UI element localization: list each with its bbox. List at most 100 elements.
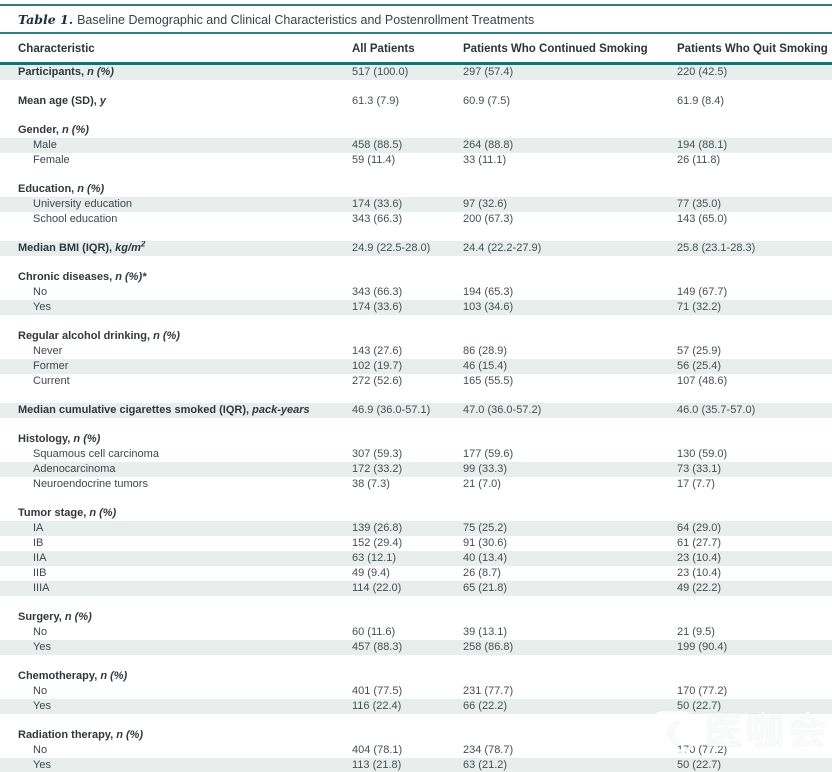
row-value: 24.4 (22.2-27.9): [463, 241, 542, 254]
row-value: [352, 610, 463, 625]
row-value: 194 (65.3): [463, 285, 514, 298]
table-row: No 404 (78.1) 234 (78.7) 170 (77.2): [0, 743, 832, 758]
table-row: Neuroendocrine tumors 38 (7.3) 21 (7.0) 17 …: [0, 477, 832, 492]
table-row: Adenocarcinoma 172 (33.2) 99 (33.3) 73 (33.…: [0, 461, 832, 477]
row-value: 77 (35.0): [677, 197, 722, 210]
row-value: 258 (86.8): [463, 640, 514, 653]
table-row: No 60 (11.6) 39 (13.1) 21 (9.5): [0, 625, 832, 640]
row-label: IB: [33, 536, 44, 549]
table-section: Regular alcohol drinking, n (%) Never 143 …: [0, 329, 832, 389]
table-row: Education, n (%): [0, 182, 832, 197]
row-label: Histology, n (%): [18, 432, 101, 445]
row-label: School education: [33, 212, 118, 225]
row-value: 75 (25.2): [463, 521, 508, 534]
row-value: [463, 728, 677, 743]
table-row: Yes 457 (88.3) 258 (86.8) 199 (90.4): [0, 639, 832, 655]
row-label: Mean age (SD), y: [18, 94, 107, 107]
row-value: 17 (7.7): [677, 477, 715, 490]
table-section: Tumor stage, n (%) IA 139 (26.8) 75 (25.2) 6…: [0, 506, 832, 596]
table-row: Former 102 (19.7) 46 (15.4) 56 (25.4): [0, 358, 832, 374]
row-value: 220 (42.5): [677, 65, 728, 78]
top-rule: [0, 4, 832, 6]
row-value: 97 (32.6): [463, 197, 508, 210]
table-section: Chronic diseases, n (%)* No 343 (66.3) 194 …: [0, 270, 832, 315]
table-1-page: Table 1. Baseline Demographic and Clinica…: [0, 4, 832, 772]
table-row: Yes 174 (33.6) 103 (34.6) 71 (32.2): [0, 299, 832, 315]
table-section: Median BMI (IQR), kg/m2 24.9 (22.5-28.0) 2…: [0, 240, 832, 256]
row-label: Chemotherapy, n (%): [18, 669, 128, 682]
row-label: Female: [33, 153, 70, 166]
row-value: 170 (77.2): [677, 684, 728, 697]
row-value: 56 (25.4): [677, 359, 722, 372]
row-value: 26 (8.7): [463, 566, 501, 579]
row-label: Male: [33, 138, 57, 151]
table-section: Gender, n (%) Male 458 (88.5) 264 (88.8) 194…: [0, 123, 832, 168]
row-value: 63 (21.2): [463, 758, 508, 771]
row-value: 50 (22.7): [677, 758, 722, 771]
row-label: Yes: [33, 300, 51, 313]
row-value: [352, 432, 463, 447]
row-value: [352, 123, 463, 138]
row-value: [352, 182, 463, 197]
table-title: Table 1. Baseline Demographic and Clinica…: [0, 6, 832, 32]
table-body: Participants, n (%) 517 (100.0) 297 (57.4)…: [0, 64, 832, 772]
row-label: Radiation therapy, n (%): [18, 728, 144, 741]
row-value: 60 (11.6): [352, 625, 396, 638]
row-value: [677, 270, 832, 285]
row-value: 24.9 (22.5-28.0): [352, 241, 431, 254]
table-row: School education 343 (66.3) 200 (67.3) 143 …: [0, 212, 832, 227]
table-title-text: Baseline Demographic and Clinical Charac…: [77, 13, 535, 27]
row-value: 47.0 (36.0-57.2): [463, 403, 542, 416]
table-row: Participants, n (%) 517 (100.0) 297 (57.4)…: [0, 64, 832, 80]
row-label: Education, n (%): [18, 182, 105, 195]
row-label: No: [33, 625, 48, 638]
row-label: Median cumulative cigarettes smoked (IQR…: [18, 403, 310, 416]
row-value: 517 (100.0): [352, 65, 409, 78]
row-value: 46.0 (35.7-57.0): [677, 403, 756, 416]
row-label: Tumor stage, n (%): [18, 506, 117, 519]
row-value: [677, 329, 832, 344]
row-value: [352, 270, 463, 285]
row-value: 61.9 (8.4): [677, 94, 725, 107]
table-row: Gender, n (%): [0, 123, 832, 138]
row-value: 38 (7.3): [352, 477, 390, 490]
row-label: Neuroendocrine tumors: [33, 477, 148, 490]
row-label: Surgery, n (%): [18, 610, 92, 623]
row-value: 458 (88.5): [352, 138, 403, 151]
row-value: 143 (27.6): [352, 344, 403, 357]
row-label: Yes: [33, 758, 51, 771]
row-value: 99 (33.3): [463, 462, 508, 475]
row-value: 116 (22.4): [352, 699, 402, 712]
row-label: IA: [33, 521, 44, 534]
row-value: [677, 610, 832, 625]
table-row: Female 59 (11.4) 33 (11.1) 26 (11.8): [0, 153, 832, 168]
table-row: Chronic diseases, n (%)*: [0, 270, 832, 285]
table-row: Histology, n (%): [0, 432, 832, 447]
row-value: 25.8 (23.1-28.3): [677, 241, 756, 254]
row-label: Gender, n (%): [18, 123, 89, 136]
table-row: IB 152 (29.4) 91 (30.6) 61 (27.7): [0, 536, 832, 551]
row-value: 61.3 (7.9): [352, 94, 400, 107]
table-row: No 401 (77.5) 231 (77.7) 170 (77.2): [0, 684, 832, 699]
table-row: IIB 49 (9.4) 26 (8.7) 23 (10.4): [0, 566, 832, 581]
row-value: 71 (32.2): [677, 300, 722, 313]
table-row: Surgery, n (%): [0, 610, 832, 625]
row-value: 57 (25.9): [677, 344, 722, 357]
row-label: Participants, n (%): [18, 65, 114, 78]
row-label: No: [33, 285, 48, 298]
table-row: Yes 116 (22.4) 66 (22.2) 50 (22.7): [0, 698, 832, 714]
row-value: 174 (33.6): [352, 300, 403, 313]
row-value: [463, 182, 677, 197]
row-value: 49 (9.4): [352, 566, 390, 579]
row-label: IIIA: [33, 581, 50, 594]
row-value: 143 (65.0): [677, 212, 728, 225]
row-label: Adenocarcinoma: [33, 462, 116, 475]
table-row: Tumor stage, n (%): [0, 506, 832, 521]
row-value: 114 (22.0): [352, 581, 402, 594]
table-row: Median cumulative cigarettes smoked (IQR…: [0, 402, 832, 418]
table-row: IA 139 (26.8) 75 (25.2) 64 (29.0): [0, 520, 832, 536]
row-value: 152 (29.4): [352, 536, 403, 549]
table-row: No 343 (66.3) 194 (65.3) 149 (67.7): [0, 285, 832, 300]
table-row: Regular alcohol drinking, n (%): [0, 329, 832, 344]
row-value: 46 (15.4): [463, 359, 508, 372]
